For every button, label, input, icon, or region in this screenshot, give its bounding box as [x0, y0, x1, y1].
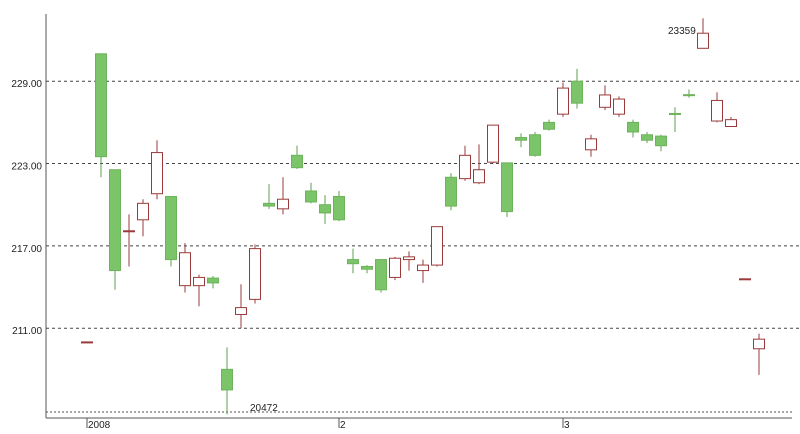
y-tick-label: 211.00 [12, 326, 42, 337]
candle-body [571, 80, 583, 104]
candle-body [445, 176, 457, 207]
candle-body [319, 204, 331, 214]
candle-body [711, 99, 723, 122]
candle-body [669, 112, 681, 115]
candle-body [473, 169, 485, 184]
annotation-high: 23359 [668, 26, 696, 37]
candle-body [431, 226, 443, 266]
candle-body [137, 202, 149, 221]
candle-body [641, 134, 653, 141]
candle-body [487, 124, 499, 163]
candle-body [459, 154, 471, 180]
candle-body [249, 248, 261, 300]
candle-body [305, 190, 317, 203]
candle-body [109, 169, 121, 272]
candle-body [347, 259, 359, 265]
candle-body [263, 202, 275, 207]
candle-body [123, 230, 135, 233]
candle-body [361, 265, 373, 270]
candle-body [627, 121, 639, 133]
candle-body [207, 277, 219, 284]
candle-body [613, 98, 625, 115]
annotation-low: 20472 [250, 403, 278, 414]
x-tick-label: 3 [564, 420, 570, 431]
candle-body [753, 338, 765, 350]
y-tick-label: 229.00 [11, 79, 42, 90]
candle-body [739, 278, 751, 281]
candle-body [165, 195, 177, 261]
candle-body [403, 256, 415, 261]
candle-body [655, 135, 667, 147]
candle-body [277, 198, 289, 210]
candle-body [599, 94, 611, 108]
candle-body [291, 154, 303, 169]
candle-body [333, 195, 345, 221]
candle-body [193, 276, 205, 287]
candle-body [725, 119, 737, 128]
y-tick-label: 223.00 [11, 162, 42, 173]
candle-body [235, 307, 247, 315]
candle-body [515, 136, 527, 141]
candle-body [683, 94, 695, 97]
candle-body [179, 252, 191, 287]
x-tick-label: 2008 [88, 420, 111, 431]
candle-body [221, 368, 233, 391]
candle-body [81, 341, 93, 344]
y-tick-label: 217.00 [11, 244, 42, 255]
x-tick-label: 2 [340, 420, 346, 431]
candle-body [151, 152, 163, 195]
candle-body [585, 138, 597, 151]
candle-body [529, 134, 541, 156]
candle-body [697, 32, 709, 49]
candle-body [557, 87, 569, 115]
candle-body [375, 259, 387, 291]
candle-body [389, 257, 401, 278]
candle-body [95, 53, 107, 158]
candle-body [417, 264, 429, 272]
candle-body [501, 162, 513, 213]
candle-body [543, 121, 555, 130]
